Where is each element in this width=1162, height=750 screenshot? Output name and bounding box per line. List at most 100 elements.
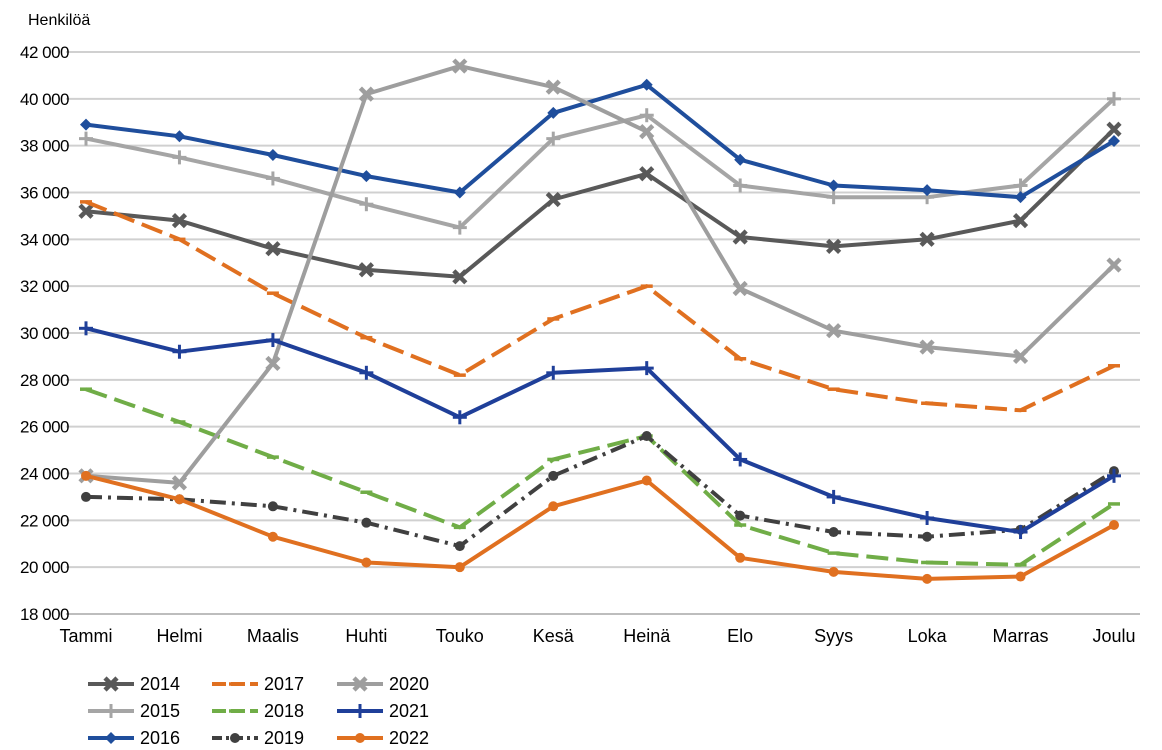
point-marker <box>78 203 94 219</box>
series-2022 <box>81 470 1119 584</box>
legend-item-2018: 2018 <box>212 701 304 721</box>
series-2020 <box>78 58 1122 491</box>
point-marker <box>454 541 465 552</box>
series-line <box>84 127 1116 279</box>
y-tick-label: 34 000 <box>20 230 69 249</box>
point-marker <box>171 475 188 491</box>
y-tick-label: 40 000 <box>20 90 69 109</box>
point-marker <box>361 517 372 528</box>
y-tick-label: 28 000 <box>20 371 69 390</box>
y-tick-label: 24 000 <box>20 465 69 484</box>
point-marker <box>1015 571 1026 582</box>
y-axis-ticks: 18 000 20 000 22 000 24 000 26 000 28 000 30 0… <box>20 43 70 624</box>
point-marker <box>173 130 186 143</box>
point-marker <box>828 566 839 577</box>
y-tick-label: 36 000 <box>20 184 69 203</box>
series-2018 <box>80 387 1120 567</box>
point-marker <box>641 431 652 442</box>
point-marker <box>361 557 372 568</box>
point-marker <box>735 552 746 563</box>
point-marker <box>1014 191 1027 204</box>
legend-label: 2021 <box>389 701 429 721</box>
point-marker <box>639 124 655 140</box>
point-marker <box>352 676 368 692</box>
y-tick-label: 42 000 <box>20 43 69 62</box>
point-marker <box>171 213 188 229</box>
point-marker <box>360 170 373 183</box>
point-marker <box>1106 121 1122 137</box>
y-axis-title: Henkilöä <box>28 12 90 29</box>
point-marker <box>1108 134 1120 147</box>
legend-label: 2020 <box>389 674 429 694</box>
series-lines <box>78 58 1122 584</box>
point-marker <box>267 501 278 512</box>
point-marker <box>548 501 559 512</box>
y-tick-label: 20 000 <box>20 558 69 577</box>
point-marker <box>80 118 92 131</box>
point-marker <box>547 106 560 119</box>
point-marker <box>1109 520 1119 531</box>
legend: 2014 2015 2016 2017 2018 2019 2020 2021 2022 <box>88 674 429 748</box>
legend-item-2020: 2020 <box>337 674 429 694</box>
point-marker <box>355 733 365 743</box>
x-tick-label: Joulu <box>1092 626 1135 646</box>
legend-item-2019: 2019 <box>212 728 304 748</box>
series-line <box>85 200 1115 413</box>
point-marker <box>81 491 91 502</box>
point-marker <box>452 269 468 285</box>
x-tick-label: Loka <box>908 626 948 646</box>
x-tick-label: Kesä <box>533 626 575 646</box>
series-2017 <box>80 200 1120 413</box>
point-marker <box>174 494 185 505</box>
x-tick-label: Marras <box>993 626 1049 646</box>
point-marker <box>545 79 561 95</box>
legend-label: 2016 <box>140 728 180 748</box>
point-marker <box>358 262 374 278</box>
point-marker <box>922 531 933 542</box>
legend-label: 2022 <box>389 728 429 748</box>
point-marker <box>1012 348 1029 365</box>
series-2014 <box>78 121 1122 285</box>
legend-label: 2019 <box>264 728 304 748</box>
point-marker <box>81 470 91 481</box>
legend-label: 2018 <box>264 701 304 721</box>
x-tick-label: Elo <box>727 626 753 646</box>
series-2021 <box>79 321 1121 540</box>
point-marker <box>545 191 561 208</box>
x-tick-label: Helmi <box>156 626 202 646</box>
point-marker <box>826 238 842 254</box>
point-marker <box>265 355 281 372</box>
point-marker <box>265 241 281 257</box>
x-tick-label: Touko <box>436 626 484 646</box>
point-marker <box>453 186 466 199</box>
legend-item-2017: 2017 <box>212 674 304 694</box>
gridlines <box>66 51 1140 615</box>
y-tick-label: 30 000 <box>20 324 69 343</box>
legend-item-2016: 2016 <box>88 728 180 748</box>
point-marker <box>734 153 747 166</box>
point-marker <box>454 562 465 573</box>
point-marker <box>230 733 240 743</box>
point-marker <box>266 149 279 162</box>
point-marker <box>452 58 468 74</box>
point-marker <box>548 470 559 481</box>
point-marker <box>919 339 935 355</box>
point-marker <box>1012 213 1029 229</box>
point-marker <box>732 280 748 297</box>
legend-item-2014: 2014 <box>88 674 180 694</box>
legend-item-2015: 2015 <box>88 701 180 721</box>
point-marker <box>828 527 839 538</box>
series-line <box>84 64 1116 485</box>
point-marker <box>639 166 655 182</box>
series-line <box>84 96 1116 230</box>
y-tick-label: 26 000 <box>20 418 69 437</box>
point-marker <box>921 184 934 197</box>
x-tick-label: Heinä <box>623 626 671 646</box>
x-tick-label: Huhti <box>345 626 387 646</box>
y-tick-label: 22 000 <box>20 511 69 530</box>
x-tick-label: Tammi <box>60 626 113 646</box>
point-marker <box>103 676 119 692</box>
series-line <box>84 82 1116 200</box>
point-marker <box>105 732 117 744</box>
